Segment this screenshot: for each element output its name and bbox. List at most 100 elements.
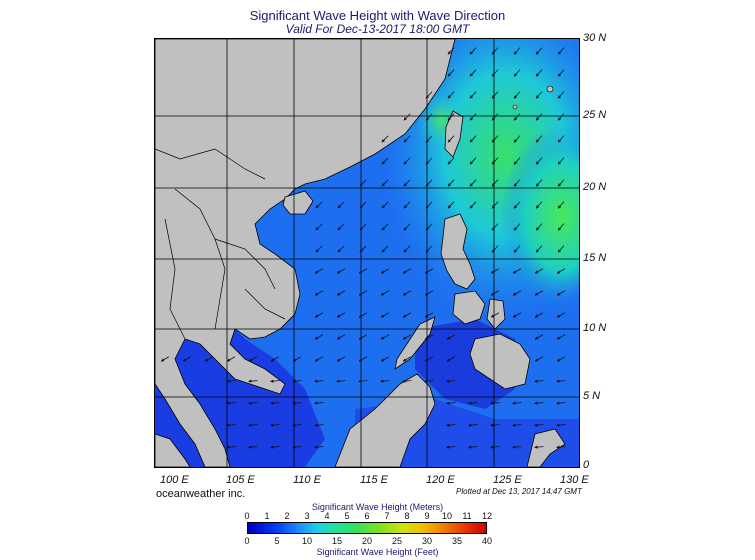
wave-arrow — [336, 312, 346, 318]
wave-arrow — [513, 47, 521, 55]
wave-arrow — [490, 268, 500, 274]
lat-label-10: 10 N — [583, 322, 607, 334]
wave-map-svg — [155, 39, 579, 467]
wave-arrow — [292, 445, 302, 449]
wave-arrow — [469, 69, 477, 77]
wave-arrow — [402, 268, 412, 274]
lat-label-15: 15 N — [583, 252, 607, 264]
wave-arrow — [469, 47, 477, 55]
wave-arrow — [336, 290, 346, 296]
wave-arrow — [248, 401, 258, 405]
wave-arrow — [556, 445, 566, 449]
wave-arrow — [513, 223, 521, 231]
wave-arrow — [315, 245, 323, 253]
wave-arrow — [512, 401, 522, 405]
wave-arrow — [490, 290, 500, 296]
wave-arrow — [403, 223, 411, 231]
wave-arrow — [513, 157, 521, 165]
wave-arrow — [535, 47, 543, 55]
wave-arrow — [314, 401, 324, 405]
wave-arrow — [447, 91, 455, 99]
wave-arrow — [557, 245, 565, 253]
wave-arrow — [535, 135, 543, 143]
wave-arrow — [469, 91, 477, 99]
wave-arrow — [424, 312, 434, 318]
wave-arrow — [535, 179, 543, 187]
wave-arrow — [512, 268, 522, 274]
wave-arrow — [425, 179, 433, 187]
wave-arrow — [512, 290, 522, 296]
wave-arrow — [535, 223, 543, 231]
wave-arrow — [556, 401, 566, 405]
wave-arrow — [359, 179, 367, 187]
wave-arrow — [534, 334, 544, 340]
wave-arrow — [491, 245, 499, 253]
wave-arrow — [314, 423, 324, 427]
wave-arrow — [402, 290, 412, 296]
wave-arrow — [556, 312, 566, 318]
wave-arrow — [469, 179, 477, 187]
wave-arrow — [336, 268, 346, 274]
lat-label-25: 25 N — [583, 109, 607, 121]
wave-arrow — [557, 91, 565, 99]
wave-arrow — [336, 379, 346, 383]
wave-arrow — [292, 423, 302, 427]
wave-arrow — [314, 356, 324, 362]
wave-arrow — [315, 223, 323, 231]
wave-arrow — [403, 201, 411, 209]
wave-arrow — [424, 290, 434, 296]
wave-arrow — [447, 157, 455, 165]
colorbar-meters-tick: 9 — [424, 511, 430, 521]
wave-arrow — [513, 69, 521, 77]
wave-arrow — [513, 201, 521, 209]
colorbar-meters-tick: 10 — [441, 511, 453, 521]
wave-arrow — [336, 334, 346, 340]
wave-arrow — [248, 423, 258, 427]
colorbar-feet-tick: 40 — [481, 536, 493, 546]
wave-arrow — [226, 356, 236, 362]
wave-arrow — [402, 356, 412, 362]
lon-label-100: 100 E — [160, 474, 189, 486]
wave-arrow — [160, 356, 170, 362]
wave-arrow — [556, 423, 566, 427]
wave-arrow — [491, 113, 499, 121]
wave-arrow — [204, 356, 214, 362]
wave-arrow — [380, 290, 390, 296]
wave-arrow — [248, 445, 258, 449]
colorbar — [247, 522, 487, 534]
wave-arrow — [380, 379, 390, 383]
colorbar-meters-tick: 1 — [264, 511, 270, 521]
lon-label-105: 105 E — [226, 474, 255, 486]
wave-arrow — [358, 290, 368, 296]
colorbar-meters-tick: 7 — [384, 511, 390, 521]
lon-label-110: 110 E — [293, 474, 321, 486]
wave-arrow — [425, 245, 433, 253]
wave-arrow — [270, 379, 280, 383]
land-ryukyu-small — [512, 104, 518, 110]
wave-arrow — [512, 312, 522, 318]
wave-arrow — [534, 356, 544, 362]
wave-arrow — [403, 245, 411, 253]
graticule — [155, 39, 579, 467]
wave-arrow — [337, 201, 345, 209]
wave-arrow — [512, 423, 522, 427]
wave-arrow — [380, 268, 390, 274]
wave-arrow — [490, 445, 500, 449]
wave-arrow — [490, 423, 500, 427]
wave-arrow — [468, 423, 478, 427]
colorbar-feet-tick: 25 — [391, 536, 403, 546]
wave-arrow — [359, 223, 367, 231]
wave-arrow — [557, 223, 565, 231]
wave-arrow — [446, 445, 456, 449]
country-borders — [155, 148, 286, 340]
wave-arrow — [446, 379, 456, 383]
lat-label-0: 0 — [583, 459, 590, 471]
wave-arrow — [490, 401, 500, 405]
wave-arrow — [381, 245, 389, 253]
wave-arrow — [491, 201, 499, 209]
lat-label-30: 30 N — [583, 32, 607, 44]
wave-arrow — [314, 312, 324, 318]
wave-arrow — [446, 334, 456, 340]
wave-arrow — [381, 179, 389, 187]
wave-arrow — [358, 334, 368, 340]
